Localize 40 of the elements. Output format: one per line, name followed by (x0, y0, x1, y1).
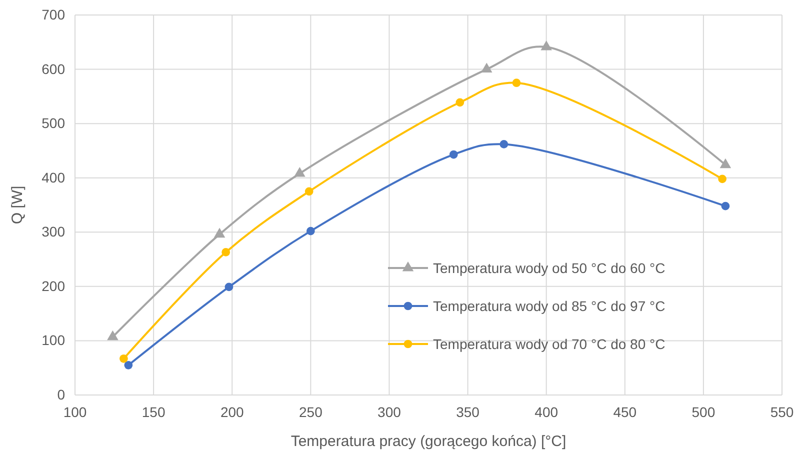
point (456, 98, 464, 107)
point (721, 202, 730, 210)
legend-label: Temperatura wody od 50 °C do 60 °C (433, 260, 666, 276)
x-tick-label: 450 (613, 404, 637, 420)
y-tick-label: 200 (42, 278, 66, 294)
x-tick-label: 350 (456, 404, 480, 420)
point (540, 40, 552, 50)
point (718, 174, 726, 184)
y-tick-label: 400 (42, 169, 66, 186)
y-tick-label: 0 (57, 386, 66, 402)
legend-label: Temperatura wody od 70 °C do 80 °C (433, 336, 666, 352)
y-tick-label: 700 (42, 6, 66, 22)
x-tick-label: 300 (378, 404, 402, 420)
point (304, 187, 314, 196)
point (120, 354, 128, 363)
point (294, 167, 306, 177)
x-tick-label: 550 (770, 404, 794, 420)
y-tick-label: 100 (42, 332, 66, 348)
point (449, 150, 458, 159)
point (214, 228, 226, 238)
y-tick-label: 600 (42, 60, 66, 77)
point (720, 158, 732, 168)
legend-label: Temperatura wody od 85 °C do 97 °C (433, 298, 666, 314)
x-tick-label: 500 (692, 404, 716, 420)
x-axis-title: Temperatura pracy (gorącego końca) [°C] (290, 433, 566, 450)
point (124, 360, 133, 370)
x-tick-label: 400 (534, 404, 558, 420)
x-tick-label: 250 (298, 404, 323, 420)
x-tick-label: 200 (220, 404, 244, 420)
point (306, 226, 315, 236)
point (222, 248, 230, 256)
x-tick-label: 100 (63, 404, 87, 420)
x-tick-label: 150 (142, 404, 166, 420)
y-axis-title: Q [W] (9, 186, 26, 224)
point (224, 282, 234, 292)
point (512, 78, 521, 88)
point (500, 140, 508, 148)
point (480, 62, 492, 73)
y-tick-label: 500 (42, 115, 66, 132)
y-tick-label: 300 (42, 224, 66, 240)
